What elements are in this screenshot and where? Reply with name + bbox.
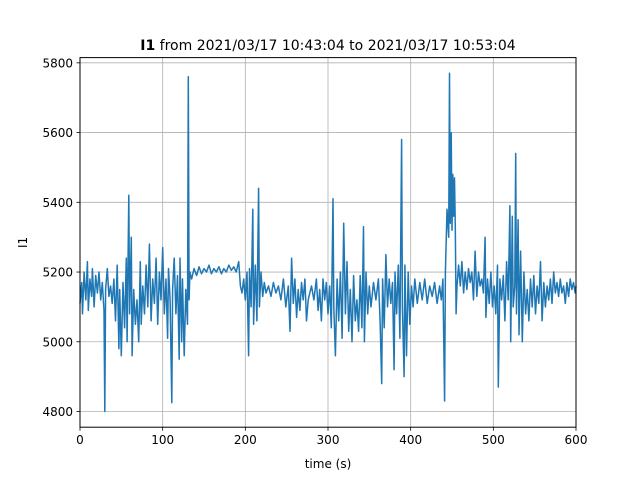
x-tick-label: 100: [151, 433, 174, 447]
y-tick-label: 5800: [42, 56, 73, 70]
x-tick-label: 600: [565, 433, 588, 447]
x-axis-label: time (s): [305, 457, 352, 471]
y-axis-label: I1: [16, 237, 30, 248]
title-rest: from 2021/03/17 10:43:04 to 2021/03/17 1…: [155, 38, 516, 54]
x-tick-label: 0: [76, 433, 84, 447]
chart-title: I1 from 2021/03/17 10:43:04 to 2021/03/1…: [140, 38, 516, 54]
series-line-1: [79, 72, 577, 413]
y-tick-label: 5000: [42, 335, 73, 349]
y-tick-label: 5200: [42, 266, 73, 280]
x-tick-label: 300: [317, 433, 340, 447]
x-tick-label: 200: [234, 433, 257, 447]
x-axis: 0 100 200 300 400 500 600: [76, 427, 587, 447]
x-tick-label: 500: [482, 433, 505, 447]
y-tick-label: 5400: [42, 196, 73, 210]
y-axis: 4800 5000 5200 5400 5600 5800: [42, 56, 80, 419]
y-tick-label: 4800: [42, 405, 73, 419]
x-tick-label: 400: [399, 433, 422, 447]
grid: [79, 57, 577, 428]
y-tick-label: 5600: [42, 126, 73, 140]
series-layer: [79, 72, 577, 413]
title-bold: I1: [140, 38, 155, 54]
